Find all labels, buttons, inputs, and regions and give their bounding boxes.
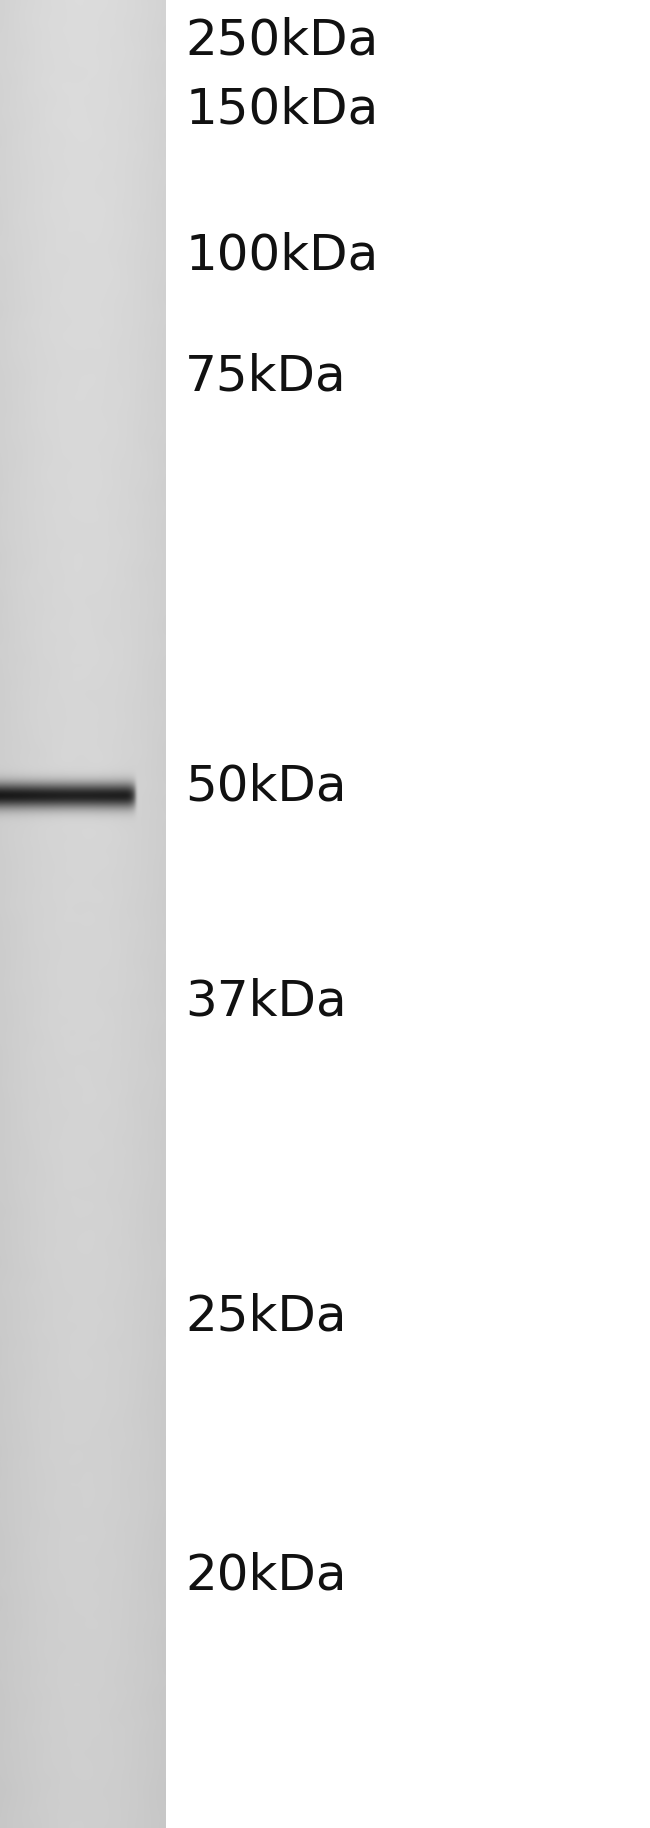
Text: 100kDa: 100kDa <box>185 232 378 280</box>
Text: 50kDa: 50kDa <box>185 762 346 810</box>
Text: 150kDa: 150kDa <box>185 86 378 133</box>
Text: 20kDa: 20kDa <box>185 1552 346 1600</box>
Text: 25kDa: 25kDa <box>185 1292 346 1340</box>
Text: 75kDa: 75kDa <box>185 353 346 400</box>
Text: 250kDa: 250kDa <box>185 16 378 64</box>
Text: 37kDa: 37kDa <box>185 978 346 1026</box>
